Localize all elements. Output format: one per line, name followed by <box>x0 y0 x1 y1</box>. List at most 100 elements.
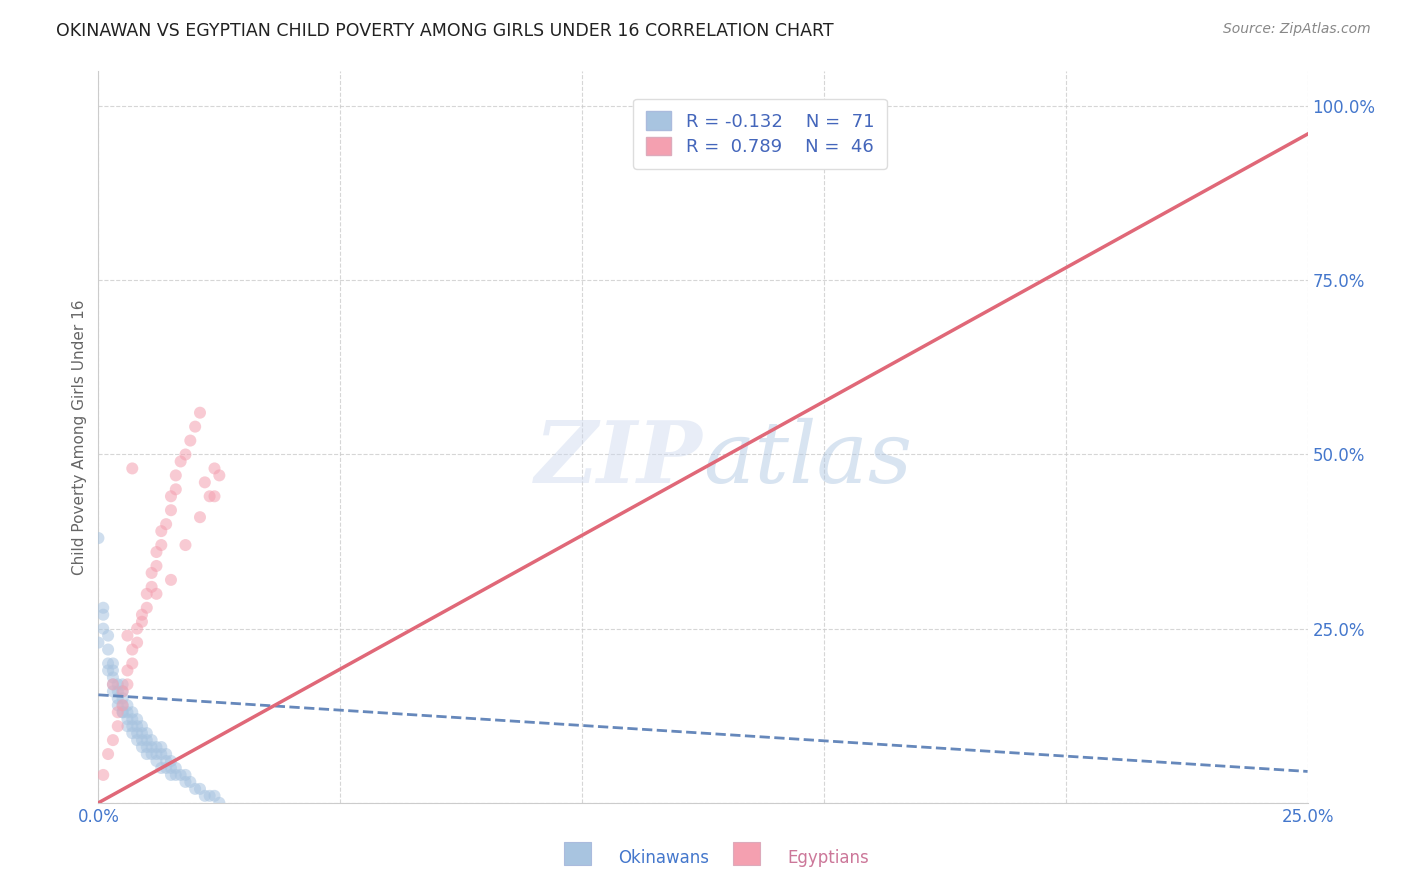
Point <box>169 454 191 468</box>
Point <box>101 664 124 678</box>
Point <box>111 698 134 713</box>
Point <box>141 580 163 594</box>
Point <box>97 747 120 761</box>
Point <box>121 705 143 719</box>
Point <box>107 698 129 713</box>
Text: Okinawans: Okinawans <box>619 848 710 867</box>
Point <box>208 796 231 810</box>
Point <box>155 761 177 775</box>
FancyBboxPatch shape <box>734 841 759 865</box>
Point <box>87 635 110 649</box>
Point <box>160 573 183 587</box>
Point <box>160 768 183 782</box>
Point <box>194 475 217 490</box>
Point <box>111 691 134 706</box>
Point <box>101 677 124 691</box>
Point <box>121 726 143 740</box>
FancyBboxPatch shape <box>564 841 591 865</box>
Point <box>184 781 207 796</box>
Point <box>160 761 183 775</box>
Point <box>101 657 124 671</box>
Legend: R = -0.132    N =  71, R =  0.789    N =  46: R = -0.132 N = 71, R = 0.789 N = 46 <box>634 99 887 169</box>
Text: OKINAWAN VS EGYPTIAN CHILD POVERTY AMONG GIRLS UNDER 16 CORRELATION CHART: OKINAWAN VS EGYPTIAN CHILD POVERTY AMONG… <box>56 22 834 40</box>
Text: ZIP: ZIP <box>536 417 703 500</box>
Point <box>150 538 173 552</box>
Point <box>101 677 124 691</box>
Point <box>87 531 110 545</box>
Point <box>155 517 177 532</box>
Point <box>135 747 157 761</box>
Point <box>174 775 197 789</box>
Point <box>145 740 167 755</box>
Point <box>101 684 124 698</box>
Point <box>107 684 129 698</box>
Point <box>121 657 143 671</box>
Point <box>111 677 134 691</box>
Point <box>155 754 177 768</box>
Point <box>111 698 134 713</box>
Point <box>97 657 120 671</box>
Text: Source: ZipAtlas.com: Source: ZipAtlas.com <box>1223 22 1371 37</box>
Point <box>160 503 183 517</box>
Point <box>111 684 134 698</box>
Point <box>91 600 114 615</box>
Point <box>179 434 201 448</box>
Point <box>135 600 157 615</box>
Point <box>145 545 167 559</box>
Point <box>107 677 129 691</box>
Point <box>97 642 120 657</box>
Point <box>117 677 139 691</box>
Point <box>111 705 134 719</box>
Point <box>131 719 153 733</box>
Point <box>127 635 149 649</box>
Point <box>97 629 120 643</box>
Point <box>135 740 157 755</box>
Point <box>121 642 143 657</box>
Point <box>198 789 221 803</box>
Point <box>127 726 149 740</box>
Point <box>117 705 139 719</box>
Point <box>160 489 183 503</box>
Point <box>117 664 139 678</box>
Text: atlas: atlas <box>703 417 912 500</box>
Point <box>135 726 157 740</box>
Point <box>179 775 201 789</box>
Point <box>150 524 173 538</box>
Point <box>174 538 197 552</box>
Point <box>141 740 163 755</box>
Point <box>127 712 149 726</box>
Point <box>165 483 187 497</box>
Point <box>145 558 167 573</box>
Point <box>184 419 207 434</box>
Point <box>174 768 197 782</box>
Point <box>165 768 187 782</box>
Point <box>101 670 124 684</box>
Point <box>141 733 163 747</box>
Point <box>150 761 173 775</box>
Y-axis label: Child Poverty Among Girls Under 16: Child Poverty Among Girls Under 16 <box>72 300 87 574</box>
Point <box>204 489 226 503</box>
Point <box>150 747 173 761</box>
Point <box>135 733 157 747</box>
Point <box>188 510 211 524</box>
Point <box>131 733 153 747</box>
Point <box>789 113 811 128</box>
Point <box>165 468 187 483</box>
Point <box>91 622 114 636</box>
Point <box>121 712 143 726</box>
Point <box>117 629 139 643</box>
Point <box>145 747 167 761</box>
Point <box>204 789 226 803</box>
Point <box>194 789 217 803</box>
Point <box>174 448 197 462</box>
Point <box>127 622 149 636</box>
Text: Egyptians: Egyptians <box>787 848 869 867</box>
Point <box>188 406 211 420</box>
Point <box>188 781 211 796</box>
Point <box>111 705 134 719</box>
Point <box>127 719 149 733</box>
Point <box>121 719 143 733</box>
Point <box>131 726 153 740</box>
Point <box>111 684 134 698</box>
Point <box>208 468 231 483</box>
